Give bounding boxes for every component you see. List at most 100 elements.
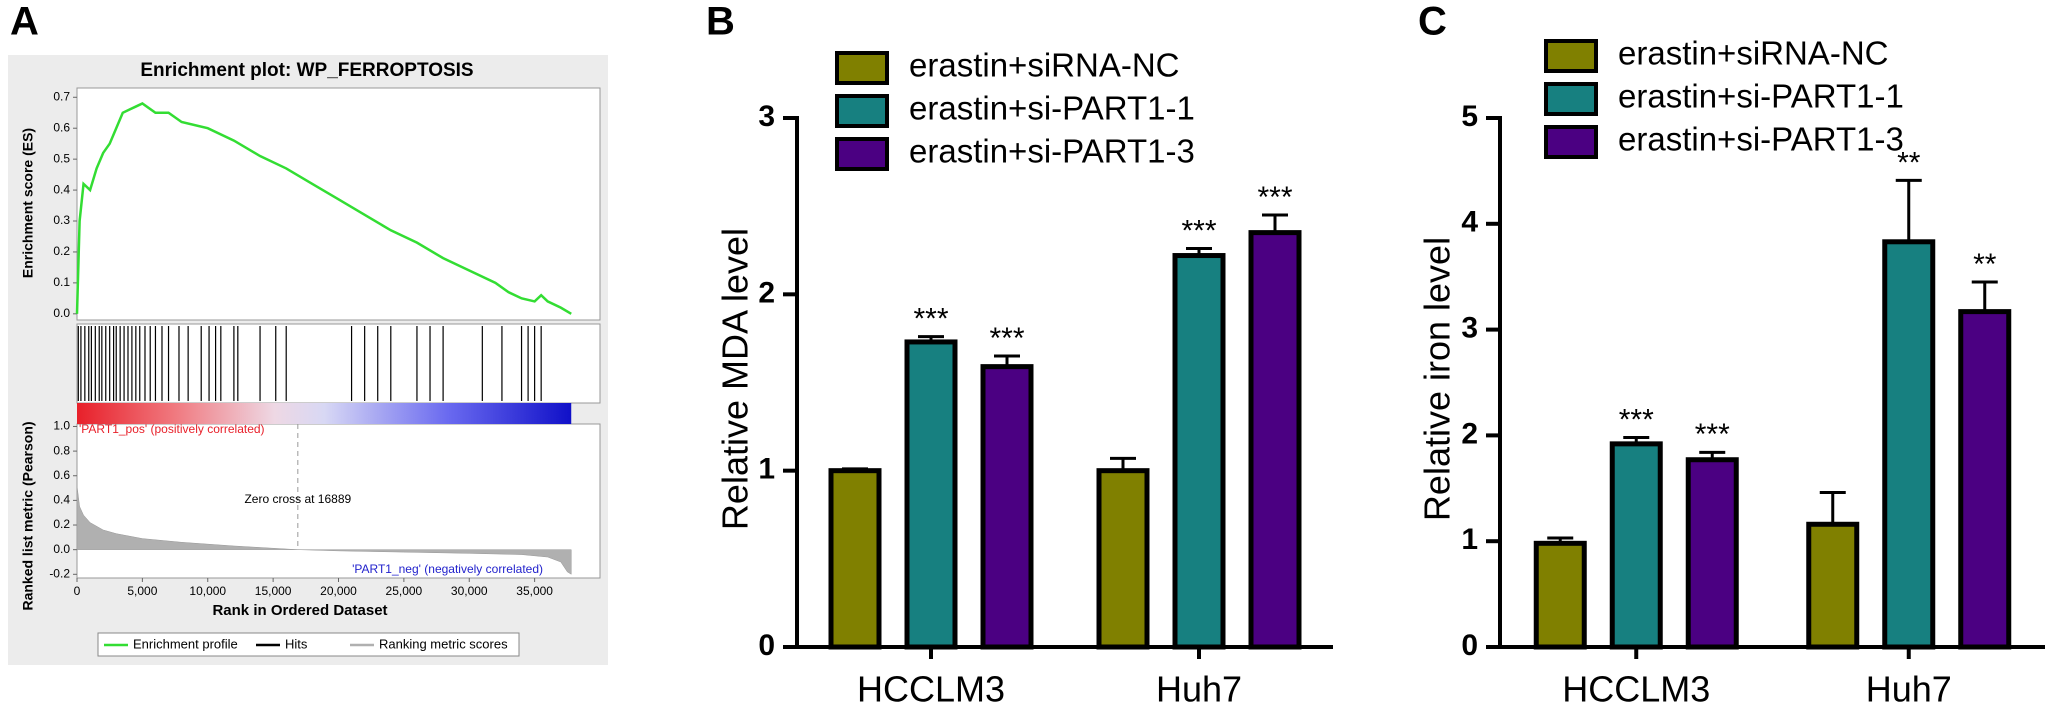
error-bar (1110, 456, 1136, 471)
x-tick-label: Huh7 (1156, 669, 1242, 710)
legend-label: erastin+si-PART1-1 (909, 90, 1195, 127)
bar (1609, 441, 1663, 650)
hits-area (76, 323, 601, 404)
x-tick-label: 0 (74, 584, 81, 598)
panel-label: C (1418, 0, 1447, 44)
legend-label: erastin+siRNA-NC (909, 47, 1179, 84)
x-tick-label: 20,000 (320, 584, 357, 598)
y-tick-label: 0.8 (53, 443, 70, 457)
legend-swatch (835, 137, 889, 171)
error-bar (1262, 213, 1288, 233)
pos-label: 'PART1_pos' (positively correlated) (79, 422, 265, 436)
error-bar (1699, 450, 1726, 460)
y-axis-label: Enrichment score (ES) (20, 128, 36, 278)
y-tick-label: 0.0 (53, 542, 70, 556)
x-tick-label: HCCLM3 (857, 669, 1005, 710)
error-bar (918, 335, 944, 342)
significance-label: *** (989, 322, 1024, 355)
y-tick-label: 0.1 (53, 275, 70, 289)
bar (1248, 230, 1302, 650)
es-plot-area (76, 87, 601, 321)
enrichment-line (75, 102, 572, 315)
y-tick-label: 2 (758, 276, 775, 309)
error-bar (994, 354, 1020, 367)
y-tick-label: 4 (1461, 206, 1478, 239)
legend-label: erastin+siRNA-NC (1618, 35, 1888, 72)
significance-label: *** (1257, 181, 1292, 214)
bar (904, 339, 958, 650)
y-tick-label: 0.3 (53, 213, 70, 227)
error-bar (1819, 491, 1846, 525)
bar (980, 364, 1034, 650)
legend-label: erastin+si-PART1-1 (1618, 78, 1904, 115)
significance-label: *** (1695, 418, 1730, 451)
y-tick-label: 5 (1461, 100, 1478, 133)
y-tick-label: 0.2 (53, 244, 70, 258)
y-tick-label: 0.4 (53, 182, 70, 196)
significance-label: *** (913, 303, 948, 336)
legend-box (97, 632, 520, 657)
x-tick-label: Huh7 (1866, 669, 1952, 710)
significance-label: ** (1973, 248, 1997, 281)
x-tick-label: 15,000 (255, 584, 292, 598)
bar (1096, 468, 1150, 650)
x-tick-label: 5,000 (127, 584, 157, 598)
y-tick-label: 0.6 (53, 120, 70, 134)
y-tick-label: 3 (758, 100, 775, 133)
legend-label: erastin+si-PART1-3 (909, 133, 1195, 170)
x-axis-label: Rank in Ordered Dataset (212, 602, 387, 619)
x-tick-label: HCCLM3 (1562, 669, 1710, 710)
y-tick-label: 0.0 (53, 306, 70, 320)
y-tick-label: 1 (1461, 523, 1478, 556)
legend-label: Hits (285, 636, 308, 651)
rank-color-bar (77, 403, 572, 424)
y-tick-label: 3 (1461, 312, 1478, 345)
y-tick-label: 1 (758, 453, 775, 486)
error-bar (1623, 436, 1650, 444)
y-tick-label: 0 (758, 629, 775, 662)
bar (1806, 521, 1860, 650)
x-tick-label: 10,000 (189, 584, 226, 598)
chart-title: Enrichment plot: WP_FERROPTOSIS (140, 60, 473, 81)
error-bar (1547, 536, 1574, 544)
y-tick-label: 0.5 (53, 151, 70, 165)
panel-label: A (10, 0, 39, 44)
error-bar (842, 467, 868, 471)
zero-cross-label: Zero cross at 16889 (244, 492, 351, 506)
x-tick-label: 25,000 (386, 584, 423, 598)
legend-label: Enrichment profile (133, 636, 238, 651)
legend-swatch (1544, 125, 1598, 159)
y-tick-label: -0.2 (49, 566, 70, 580)
error-bar (1186, 246, 1212, 256)
bar (828, 468, 882, 650)
neg-label: 'PART1_neg' (negatively correlated) (352, 562, 543, 576)
significance-label: *** (1619, 403, 1654, 436)
legend-swatch (835, 51, 889, 85)
y-tick-label: 0 (1461, 629, 1478, 662)
legend-swatch (1544, 82, 1598, 116)
y-tick-label: 0.4 (53, 493, 70, 507)
y-axis-label: Ranked list metric (Pearson) (20, 421, 36, 610)
bar (1882, 239, 1936, 650)
significance-label: *** (1181, 214, 1216, 247)
y-tick-label: 0.7 (53, 89, 70, 103)
bar (1533, 540, 1587, 650)
legend-label: erastin+si-PART1-3 (1618, 121, 1904, 158)
y-tick-label: 0.6 (53, 468, 70, 482)
x-tick-label: 35,000 (516, 584, 553, 598)
legend-swatch (1544, 39, 1598, 73)
error-bar (1971, 280, 1998, 312)
bar (1172, 253, 1226, 650)
legend-label: Ranking metric scores (379, 636, 508, 651)
significance-label: ** (1897, 146, 1921, 179)
y-axis-label: Relative MDA level (715, 228, 756, 530)
y-axis-label: Relative iron level (1417, 237, 1458, 521)
bar (1958, 309, 2012, 650)
y-tick-label: 2 (1461, 417, 1478, 450)
panel-label: B (706, 0, 735, 44)
y-tick-label: 0.2 (53, 517, 70, 531)
bar (1685, 457, 1739, 650)
x-tick-label: 30,000 (451, 584, 488, 598)
